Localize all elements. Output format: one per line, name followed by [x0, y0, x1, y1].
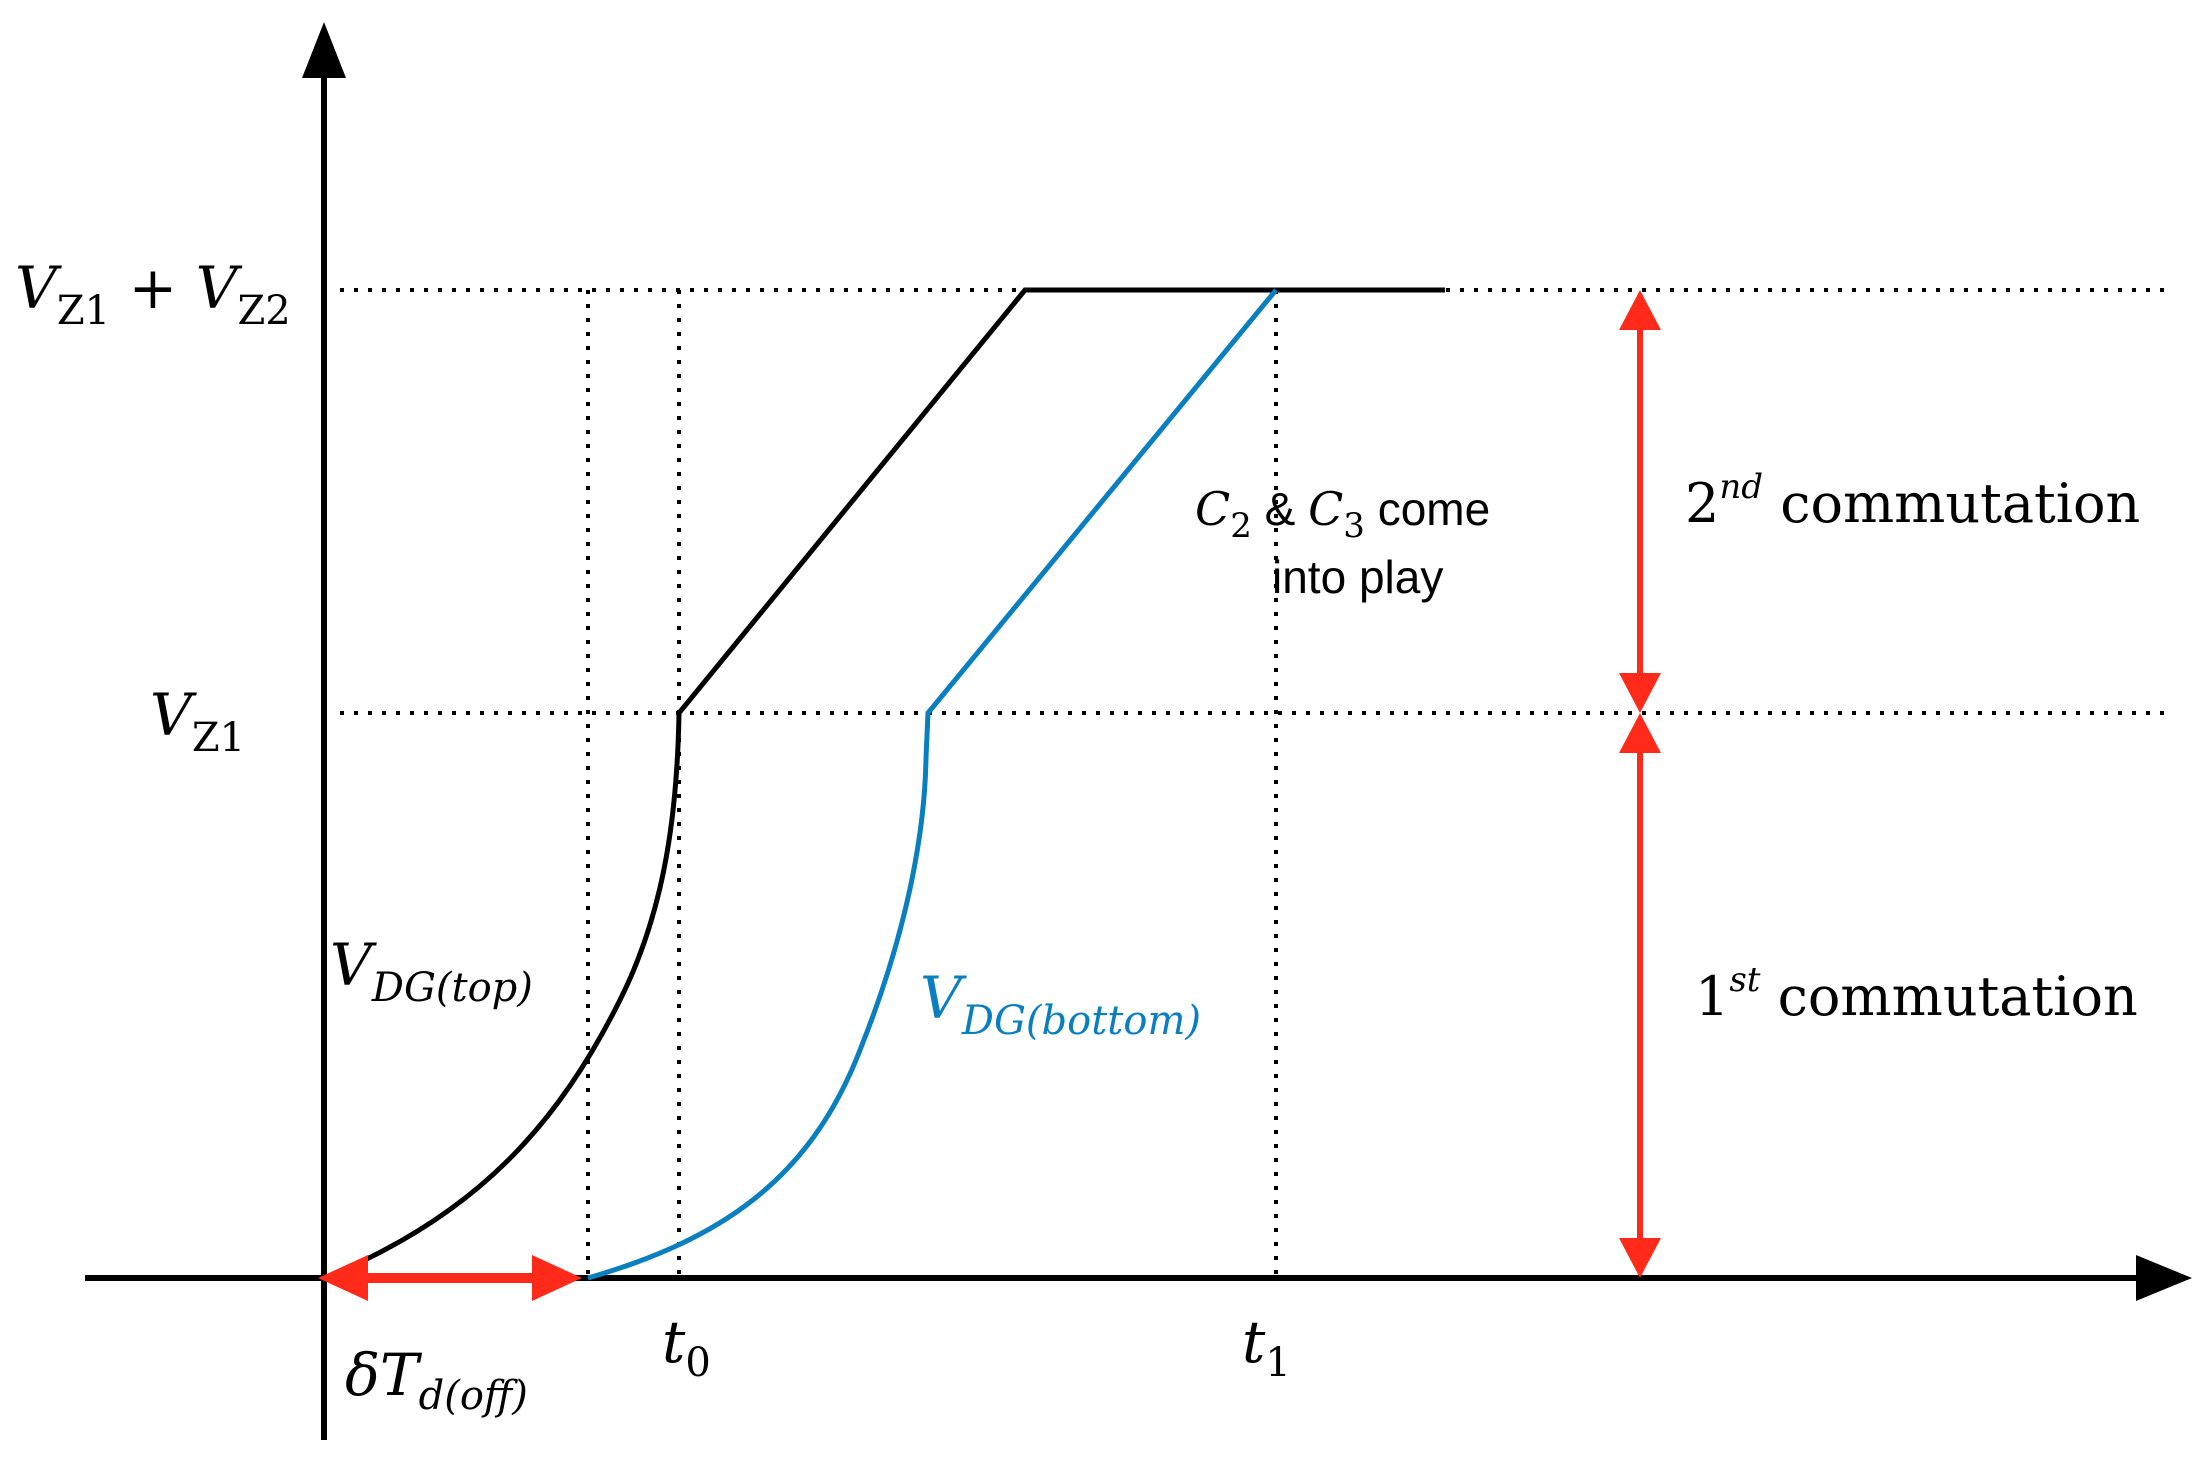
axes [85, 22, 2192, 1440]
first-commutation-arrowhead-up [1619, 713, 1661, 753]
commutation-arrows [318, 290, 1661, 1301]
label-vdg-top: VDG(top) [330, 931, 533, 1011]
second-commutation-arrowhead-up [1619, 290, 1661, 330]
second-commutation-arrowhead-down [1619, 673, 1661, 713]
label-vz1-plus-vz2: VZ1 + VZ2 [15, 254, 291, 334]
label-t1: t1 [1242, 1308, 1291, 1386]
label-c2-c3-line1: C2 & C3 come [1195, 482, 1490, 546]
first-commutation-arrowhead-down [1619, 1238, 1661, 1278]
label-t0: t0 [662, 1308, 711, 1386]
label-delta-t-doff: δTd(off) [345, 1341, 528, 1419]
y-axis-arrowhead [302, 22, 346, 78]
delay-arrowhead-right [532, 1255, 582, 1301]
x-axis-arrowhead [2136, 1255, 2192, 1301]
guide-lines [340, 288, 2170, 1278]
label-vdg-bottom: VDG(bottom) [920, 964, 1201, 1044]
label-second-commutation: 2nd commutation [1685, 467, 2140, 535]
label-vz1: VZ1 [150, 681, 245, 761]
label-c2-c3-line2: into play [1272, 551, 1443, 603]
label-first-commutation: 1st commutation [1695, 960, 2138, 1028]
delay-arrowhead-left [318, 1255, 368, 1301]
vdg-top-curve [323, 287, 1445, 1281]
vdg-bottom-curve [587, 288, 1278, 1281]
